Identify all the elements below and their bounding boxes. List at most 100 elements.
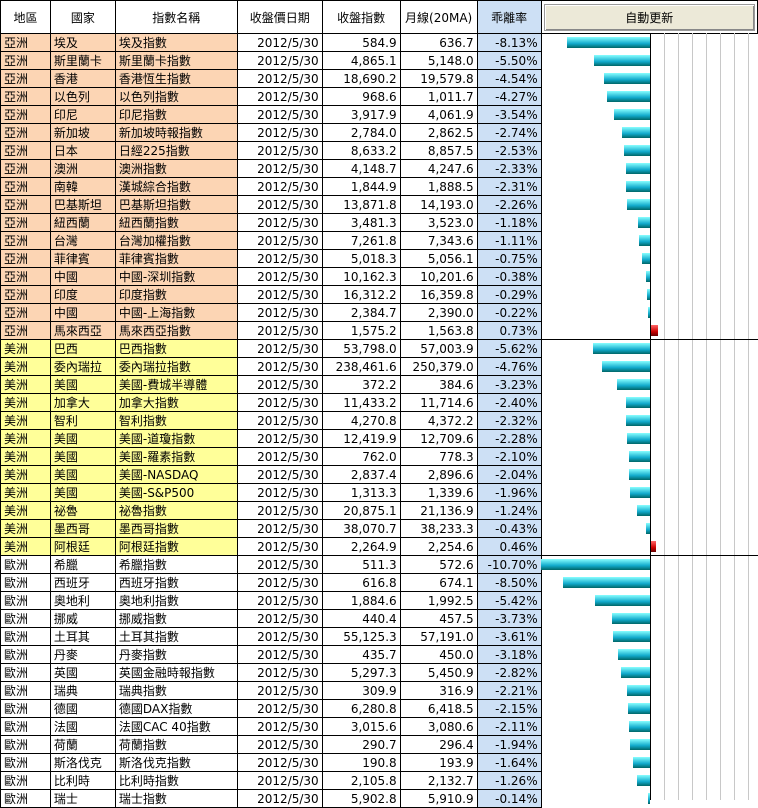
close-date-cell[interactable]: 2012/5/30 <box>236 591 323 610</box>
ma20-cell[interactable]: 1,011.7 <box>399 87 478 106</box>
close-date-cell[interactable]: 2012/5/30 <box>236 735 323 754</box>
country-cell[interactable]: 香港 <box>49 69 116 88</box>
deviation-cell[interactable]: -3.61% <box>476 627 542 646</box>
close-index-cell[interactable]: 11,433.2 <box>321 393 401 412</box>
close-index-cell[interactable]: 1,575.2 <box>321 321 401 340</box>
index-name-cell[interactable]: 荷蘭指數 <box>114 735 238 754</box>
close-index-cell[interactable]: 1,884.6 <box>321 591 401 610</box>
index-name-cell[interactable]: 美國-道瓊指數 <box>114 429 238 448</box>
close-index-cell[interactable]: 7,261.8 <box>321 231 401 250</box>
close-index-cell[interactable]: 5,902.8 <box>321 789 401 808</box>
region-cell[interactable]: 亞洲 <box>0 141 51 160</box>
country-cell[interactable]: 紐西蘭 <box>49 213 116 232</box>
country-cell[interactable]: 阿根廷 <box>49 537 116 556</box>
region-cell[interactable]: 歐洲 <box>0 645 51 664</box>
country-cell[interactable]: 瑞士 <box>49 789 116 808</box>
country-cell[interactable]: 墨西哥 <box>49 519 116 538</box>
close-date-cell[interactable]: 2012/5/30 <box>236 627 323 646</box>
deviation-cell[interactable]: -0.14% <box>476 789 542 808</box>
country-cell[interactable]: 斯洛伐克 <box>49 753 116 772</box>
close-date-cell[interactable]: 2012/5/30 <box>236 573 323 592</box>
close-date-cell[interactable]: 2012/5/30 <box>236 429 323 448</box>
country-cell[interactable]: 德國 <box>49 699 116 718</box>
close-date-cell[interactable]: 2012/5/30 <box>236 51 323 70</box>
header-region[interactable]: 地區 <box>0 0 51 34</box>
deviation-cell[interactable]: -2.15% <box>476 699 542 718</box>
close-index-cell[interactable]: 4,865.1 <box>321 51 401 70</box>
close-date-cell[interactable]: 2012/5/30 <box>236 393 323 412</box>
country-cell[interactable]: 荷蘭 <box>49 735 116 754</box>
country-cell[interactable]: 奧地利 <box>49 591 116 610</box>
deviation-cell[interactable]: -8.13% <box>476 33 542 52</box>
close-index-cell[interactable]: 1,844.9 <box>321 177 401 196</box>
ma20-cell[interactable]: 6,418.5 <box>399 699 478 718</box>
close-date-cell[interactable]: 2012/5/30 <box>236 321 323 340</box>
deviation-cell[interactable]: -2.21% <box>476 681 542 700</box>
ma20-cell[interactable]: 57,191.0 <box>399 627 478 646</box>
region-cell[interactable]: 美洲 <box>0 393 51 412</box>
deviation-cell[interactable]: -3.23% <box>476 375 542 394</box>
region-cell[interactable]: 歐洲 <box>0 771 51 790</box>
index-name-cell[interactable]: 美國-費城半導體 <box>114 375 238 394</box>
country-cell[interactable]: 新加坡 <box>49 123 116 142</box>
close-date-cell[interactable]: 2012/5/30 <box>236 357 323 376</box>
close-date-cell[interactable]: 2012/5/30 <box>236 375 323 394</box>
index-name-cell[interactable]: 美國-羅素指數 <box>114 447 238 466</box>
close-index-cell[interactable]: 16,312.2 <box>321 285 401 304</box>
index-name-cell[interactable]: 漢城綜合指數 <box>114 177 238 196</box>
close-index-cell[interactable]: 4,148.7 <box>321 159 401 178</box>
close-index-cell[interactable]: 584.9 <box>321 33 401 52</box>
deviation-cell[interactable]: -10.70% <box>476 555 542 574</box>
index-name-cell[interactable]: 台灣加權指數 <box>114 231 238 250</box>
country-cell[interactable]: 加拿大 <box>49 393 116 412</box>
ma20-cell[interactable]: 21,136.9 <box>399 501 478 520</box>
close-date-cell[interactable]: 2012/5/30 <box>236 771 323 790</box>
region-cell[interactable]: 亞洲 <box>0 87 51 106</box>
close-date-cell[interactable]: 2012/5/30 <box>236 789 323 808</box>
ma20-cell[interactable]: 4,247.6 <box>399 159 478 178</box>
deviation-cell[interactable]: -2.33% <box>476 159 542 178</box>
deviation-cell[interactable]: -1.94% <box>476 735 542 754</box>
country-cell[interactable]: 英國 <box>49 663 116 682</box>
country-cell[interactable]: 巴基斯坦 <box>49 195 116 214</box>
deviation-cell[interactable]: -1.96% <box>476 483 542 502</box>
deviation-cell[interactable]: -0.38% <box>476 267 542 286</box>
ma20-cell[interactable]: 7,343.6 <box>399 231 478 250</box>
ma20-cell[interactable]: 316.9 <box>399 681 478 700</box>
deviation-cell[interactable]: -8.50% <box>476 573 542 592</box>
index-name-cell[interactable]: 美國-NASDAQ <box>114 465 238 484</box>
deviation-cell[interactable]: -1.64% <box>476 753 542 772</box>
country-cell[interactable]: 美國 <box>49 465 116 484</box>
region-cell[interactable]: 歐洲 <box>0 789 51 808</box>
region-cell[interactable]: 亞洲 <box>0 303 51 322</box>
close-index-cell[interactable]: 190.8 <box>321 753 401 772</box>
index-name-cell[interactable]: 以色列指數 <box>114 87 238 106</box>
index-name-cell[interactable]: 墨西哥指數 <box>114 519 238 538</box>
country-cell[interactable]: 澳洲 <box>49 159 116 178</box>
close-index-cell[interactable]: 762.0 <box>321 447 401 466</box>
region-cell[interactable]: 歐洲 <box>0 627 51 646</box>
ma20-cell[interactable]: 636.7 <box>399 33 478 52</box>
index-name-cell[interactable]: 巴基斯坦指數 <box>114 195 238 214</box>
close-index-cell[interactable]: 309.9 <box>321 681 401 700</box>
ma20-cell[interactable]: 457.5 <box>399 609 478 628</box>
index-name-cell[interactable]: 希臘指數 <box>114 555 238 574</box>
close-date-cell[interactable]: 2012/5/30 <box>236 519 323 538</box>
deviation-cell[interactable]: -0.22% <box>476 303 542 322</box>
region-cell[interactable]: 亞洲 <box>0 159 51 178</box>
deviation-cell[interactable]: -3.73% <box>476 609 542 628</box>
ma20-cell[interactable]: 674.1 <box>399 573 478 592</box>
region-cell[interactable]: 歐洲 <box>0 609 51 628</box>
ma20-cell[interactable]: 2,390.0 <box>399 303 478 322</box>
ma20-cell[interactable]: 3,523.0 <box>399 213 478 232</box>
close-date-cell[interactable]: 2012/5/30 <box>236 411 323 430</box>
close-index-cell[interactable]: 435.7 <box>321 645 401 664</box>
deviation-cell[interactable]: -2.53% <box>476 141 542 160</box>
close-index-cell[interactable]: 440.4 <box>321 609 401 628</box>
deviation-cell[interactable]: 0.73% <box>476 321 542 340</box>
region-cell[interactable]: 亞洲 <box>0 231 51 250</box>
region-cell[interactable]: 亞洲 <box>0 33 51 52</box>
deviation-cell[interactable]: -2.31% <box>476 177 542 196</box>
country-cell[interactable]: 以色列 <box>49 87 116 106</box>
country-cell[interactable]: 美國 <box>49 483 116 502</box>
